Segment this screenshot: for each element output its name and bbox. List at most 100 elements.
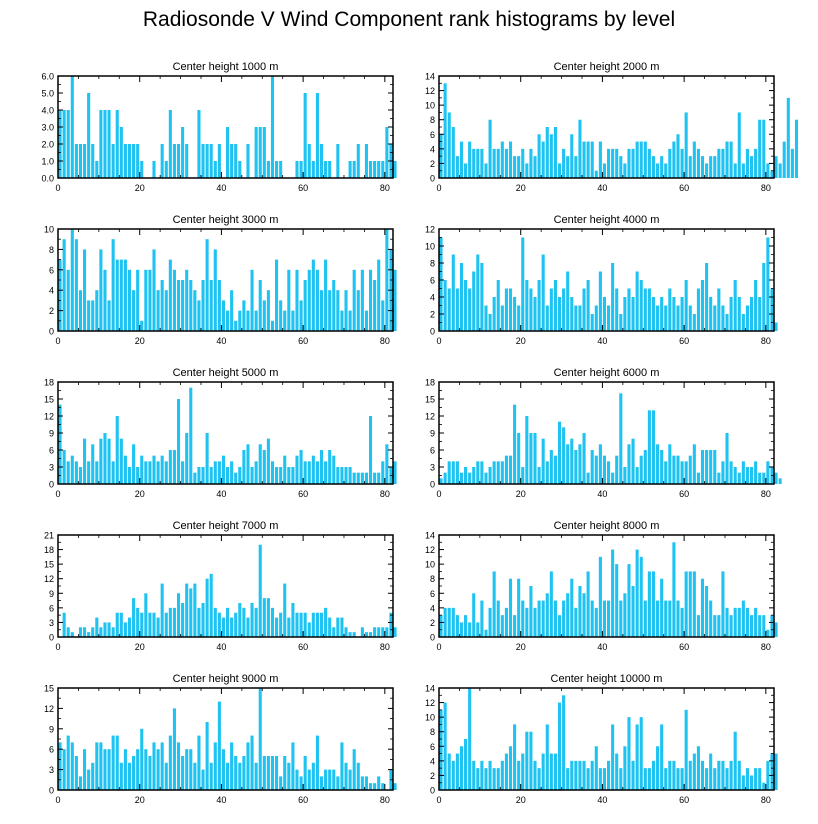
histogram-bar <box>721 461 725 484</box>
histogram-bar <box>144 461 148 484</box>
x-tick-label: 80 <box>761 489 771 499</box>
histogram-bar <box>66 110 70 178</box>
histogram-bar <box>586 768 590 790</box>
histogram-bar <box>770 615 774 637</box>
histogram-bar <box>275 259 279 331</box>
histogram-bar <box>209 144 213 178</box>
histogram-bar <box>340 467 344 484</box>
histogram-bar <box>590 450 594 484</box>
histogram-bar <box>83 749 87 790</box>
histogram-bar <box>664 163 668 178</box>
histogram-bar <box>680 461 684 484</box>
histogram-bar <box>619 768 623 790</box>
histogram-bar <box>468 472 472 484</box>
histogram-bar <box>647 148 651 178</box>
x-tick-label: 20 <box>516 183 526 193</box>
histogram-bar <box>529 148 533 178</box>
histogram-bar <box>562 148 566 178</box>
histogram-bar <box>66 627 70 637</box>
x-tick-label: 80 <box>761 336 771 346</box>
histogram-bar <box>508 141 513 178</box>
histogram-bar <box>217 144 221 178</box>
histogram-bar <box>250 735 254 790</box>
histogram-bar <box>246 144 250 178</box>
histogram-bar <box>786 97 790 178</box>
panel-title: Center height 9000 m <box>173 673 279 685</box>
histogram-bar <box>627 148 631 178</box>
histogram-bar <box>270 320 275 331</box>
histogram-bar <box>557 702 562 790</box>
histogram-bar <box>217 461 221 484</box>
panel-title: Center height 8000 m <box>554 520 660 532</box>
histogram-bar <box>480 263 484 331</box>
histogram-bar <box>447 112 451 178</box>
histogram-bar <box>496 148 500 178</box>
x-tick-label: 60 <box>298 183 308 193</box>
histogram-bar <box>545 593 549 637</box>
histogram-bar <box>315 269 319 331</box>
y-tick-label: 3 <box>430 463 435 473</box>
y-tick-label: 15 <box>44 560 54 570</box>
chart-panel-1: Center height 2000 m 0 2 4 6 8 10 12 14 0 20 40 60 80 <box>425 61 799 193</box>
histogram-bar <box>680 148 684 178</box>
histogram-bar <box>459 263 464 331</box>
histogram-bar <box>439 709 443 790</box>
histogram-bar <box>95 161 99 178</box>
histogram-bar <box>303 756 307 790</box>
histogram-bar <box>319 612 324 637</box>
y-tick-label: 10 <box>425 101 435 111</box>
histogram-bar <box>111 144 115 178</box>
histogram-bar <box>213 742 217 790</box>
x-tick-label: 0 <box>436 489 441 499</box>
histogram-bar <box>87 632 91 637</box>
histogram-bar <box>566 593 570 637</box>
histogram-bar <box>717 760 721 790</box>
histogram-bar <box>332 280 336 331</box>
histogram-bar <box>529 288 533 331</box>
histogram-bar <box>619 156 623 178</box>
histogram-bar <box>315 612 319 637</box>
histogram-bar <box>545 461 549 484</box>
histogram-bar <box>598 768 602 790</box>
histogram-bar <box>107 300 111 331</box>
histogram-bar <box>221 300 225 331</box>
histogram-bar <box>221 749 225 790</box>
histogram-bar <box>103 622 107 637</box>
histogram-bar <box>283 455 287 484</box>
histogram-bar <box>590 314 594 331</box>
histogram-bar <box>213 607 217 637</box>
y-tick-label: 4 <box>49 286 54 296</box>
histogram-bar <box>99 627 103 637</box>
histogram-bar <box>705 450 709 484</box>
histogram-bar <box>238 603 242 637</box>
histogram-bar <box>172 607 176 637</box>
histogram-bar <box>688 571 692 637</box>
histogram-bar <box>140 455 144 484</box>
histogram-bar <box>368 416 373 484</box>
histogram-bar <box>656 444 660 484</box>
y-tick-label: 0 <box>49 327 54 337</box>
histogram-bar <box>360 627 364 637</box>
histogram-bar <box>651 156 656 178</box>
x-tick-label: 60 <box>679 795 689 805</box>
histogram-bar <box>664 305 668 331</box>
histogram-bar <box>607 148 611 178</box>
histogram-bar <box>176 399 181 484</box>
histogram-bar <box>517 578 521 637</box>
histogram-bar <box>790 148 794 178</box>
histogram-bar <box>745 607 749 637</box>
histogram-bar <box>295 455 299 484</box>
x-tick-label: 0 <box>55 183 60 193</box>
histogram-bar <box>594 455 598 484</box>
histogram-bar <box>185 583 189 637</box>
histogram-bar <box>651 297 656 331</box>
histogram-bar <box>684 709 688 790</box>
y-tick-label: 8 <box>430 259 435 269</box>
histogram-bar <box>123 259 127 331</box>
x-tick-label: 0 <box>436 336 441 346</box>
histogram-bar <box>533 607 537 637</box>
histogram-bar <box>328 450 332 484</box>
y-tick-label: 10 <box>425 713 435 723</box>
histogram-bar <box>201 603 205 637</box>
histogram-bar <box>119 259 123 331</box>
